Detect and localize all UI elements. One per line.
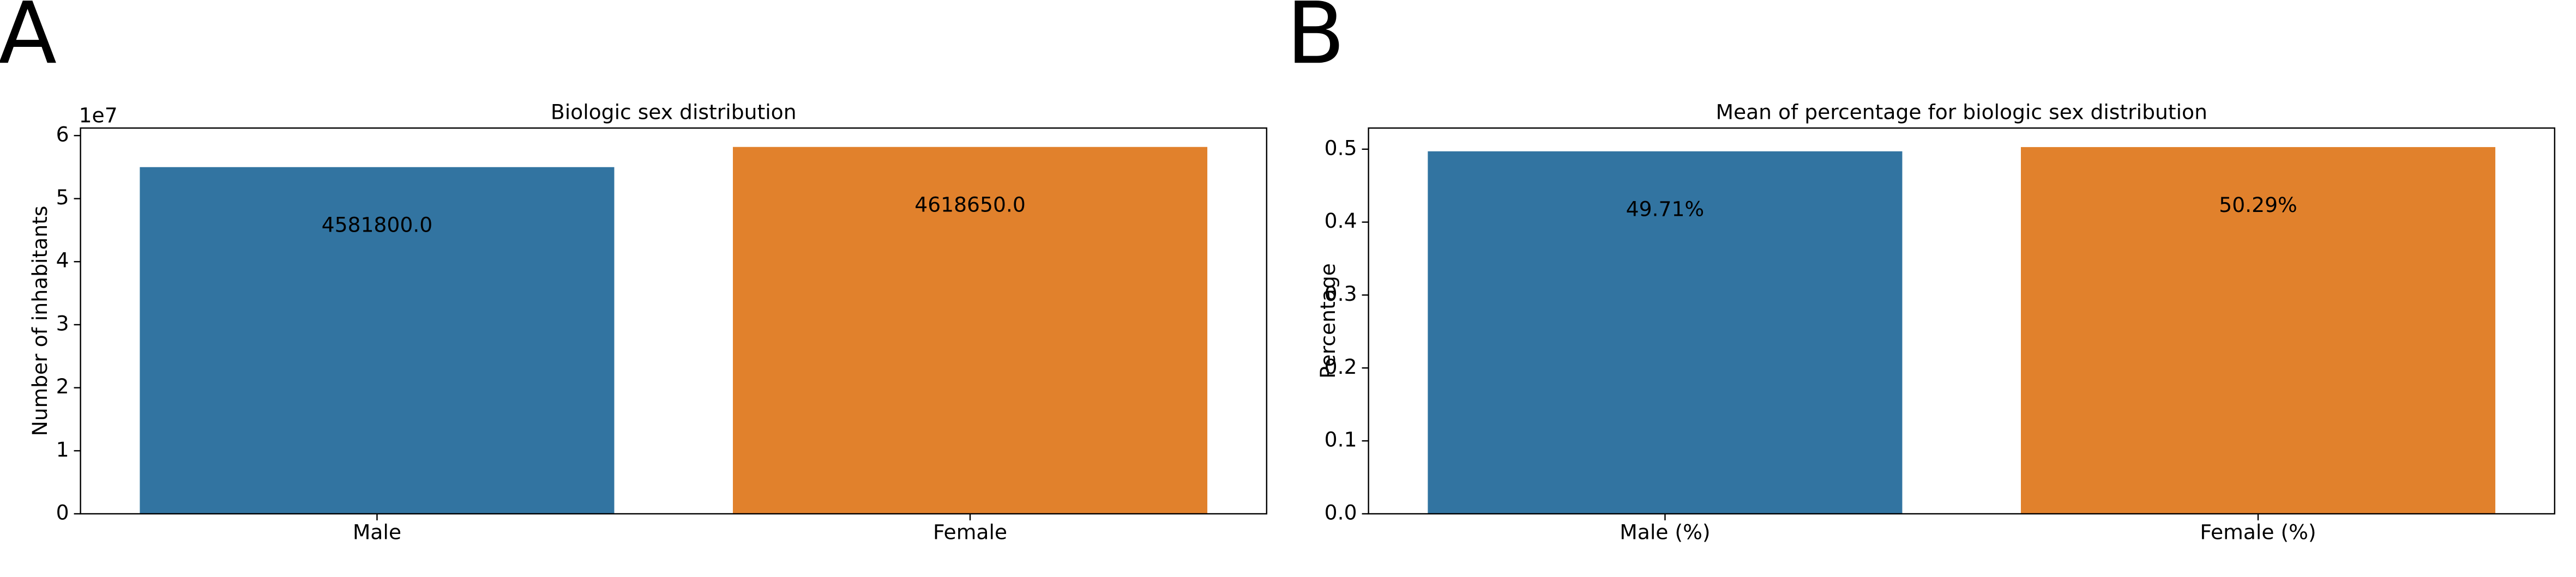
y-tick-label: 4 <box>56 248 69 272</box>
bar <box>2020 147 2496 514</box>
bar-label: 50.29% <box>2219 193 2297 217</box>
y-axis-label: Number of inhabitants <box>28 205 52 436</box>
y-tick-label: 0.5 <box>1325 136 1357 160</box>
y-tick-label: 0 <box>56 501 69 525</box>
panel-letter: A <box>0 0 57 83</box>
bar <box>732 147 1208 514</box>
y-axis-label: Percentage <box>1316 263 1340 379</box>
bar-label: 49.71% <box>1626 197 1705 221</box>
offset-label: 1e7 <box>79 103 118 127</box>
y-tick-label: 3 <box>56 311 69 335</box>
bar <box>140 167 615 514</box>
y-tick-label: 6 <box>56 122 69 146</box>
y-tick-label: 0.2 <box>1325 355 1357 379</box>
plot-frame <box>80 127 1268 515</box>
plot-frame <box>1368 127 2556 515</box>
bar-label: 4618650.0 <box>914 193 1026 217</box>
bar <box>1428 151 1903 514</box>
y-tick-label: 0.3 <box>1325 282 1357 306</box>
chart-title: Biologic sex distribution <box>551 100 797 124</box>
y-tick-label: 0.4 <box>1325 209 1357 233</box>
x-tick-label: Female (%) <box>2200 520 2316 544</box>
y-tick-label: 5 <box>56 185 69 209</box>
bar-label: 4581800.0 <box>322 213 433 237</box>
x-tick-label: Male (%) <box>1620 520 1710 544</box>
y-tick-label: 2 <box>56 374 69 398</box>
y-tick-label: 1 <box>56 438 69 461</box>
chart-title: Mean of percentage for biologic sex dist… <box>1716 100 2207 124</box>
y-tick-label: 0.1 <box>1325 428 1357 452</box>
y-tick-label: 0.0 <box>1325 501 1357 525</box>
x-tick-label: Female <box>933 520 1007 544</box>
x-tick-label: Male <box>353 520 401 544</box>
panel-letter: B <box>1286 0 1345 83</box>
